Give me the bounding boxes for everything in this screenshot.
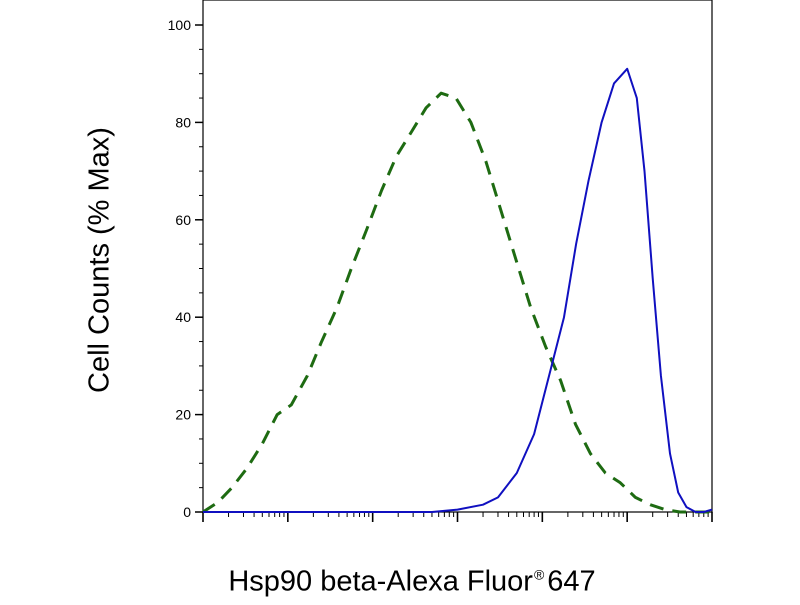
y-tick-label: 100 [168, 17, 192, 33]
series-line-control [202, 91, 712, 514]
series-group [202, 67, 713, 514]
y-axis-label: Cell Counts (% Max) [83, 127, 116, 393]
plot-frame [202, 0, 713, 513]
registered-mark: ® [533, 566, 545, 583]
ticks: 0 20 40 60 80 100 [168, 17, 713, 522]
x-axis-label: Hsp90 beta-Alexa Fluor [228, 565, 533, 598]
y-tick-label: 60 [175, 212, 191, 228]
x-axis-label-wrap: Hsp90 beta-Alexa Fluor® 647 [228, 566, 595, 599]
y-tick-label: 0 [183, 504, 191, 520]
x-axis-label-suffix: 647 [547, 565, 596, 598]
y-tick-label: 80 [175, 114, 191, 130]
axes [202, 0, 713, 513]
y-tick-label: 20 [175, 407, 191, 423]
y-tick-label: 40 [175, 309, 191, 325]
series-line-sample [203, 67, 713, 513]
